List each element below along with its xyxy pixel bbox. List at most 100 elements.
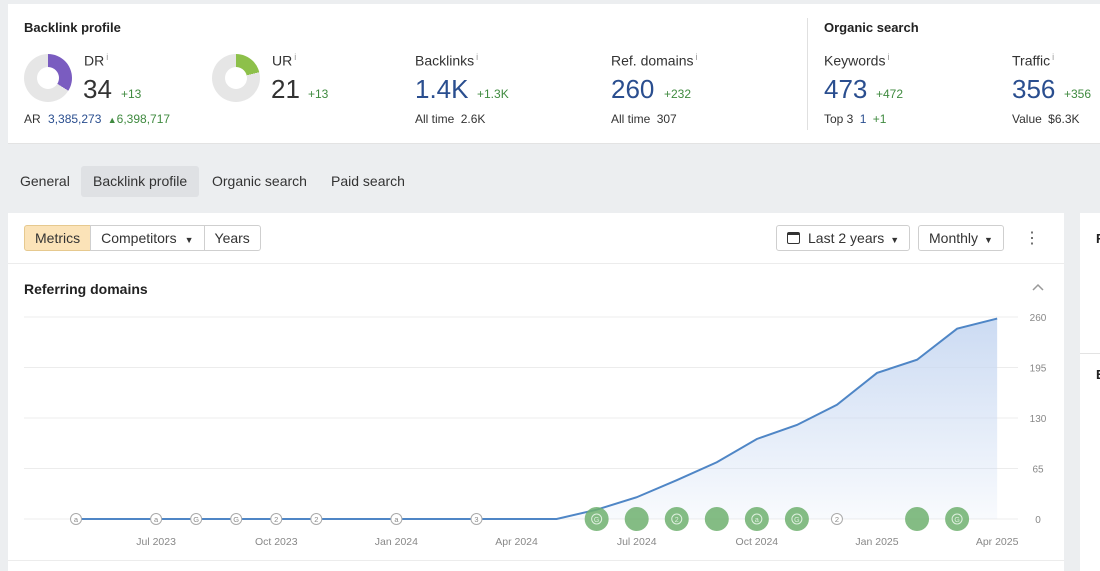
y-tick-label: 260 xyxy=(1030,313,1047,324)
date-range-dropdown[interactable]: Last 2 years ▼ xyxy=(776,225,911,251)
summary-panel: Backlink profile Organic search DR i 34 +… xyxy=(8,4,1100,144)
annotation-label: 2 xyxy=(314,515,318,524)
calendar-icon xyxy=(787,232,800,244)
annotation-label: a xyxy=(154,515,159,524)
annotation-label: G xyxy=(594,517,599,524)
y-tick-label: 65 xyxy=(1032,465,1044,476)
tab-organic-search[interactable]: Organic search xyxy=(212,173,307,189)
info-icon[interactable]: i xyxy=(294,52,297,62)
metrics-button[interactable]: Metrics xyxy=(24,225,92,251)
traffic-label[interactable]: Traffic i xyxy=(1012,52,1055,69)
info-icon[interactable]: i xyxy=(476,52,479,62)
annotation-marker xyxy=(945,507,970,531)
ar-value[interactable]: 3,385,273 xyxy=(48,112,102,126)
keywords-delta: +472 xyxy=(876,87,904,101)
annotation-marker-ring xyxy=(671,513,683,525)
annotation-marker xyxy=(230,513,243,525)
side-panel-title: F xyxy=(1096,231,1100,246)
annotation-label: 2 xyxy=(675,517,679,524)
x-tick-label: Jul 2023 xyxy=(136,536,176,548)
annotation-marker xyxy=(584,507,609,531)
keywords-value[interactable]: 473 xyxy=(824,74,868,104)
info-icon[interactable]: i xyxy=(887,52,890,62)
chart-title: Referring domains xyxy=(24,281,148,297)
divider xyxy=(1080,353,1100,354)
ref-domains-all-time: All time 307 xyxy=(611,112,677,126)
traffic-value[interactable]: 356 xyxy=(1012,74,1056,104)
annotation-label: 2 xyxy=(274,515,278,524)
annotation-marker-ring xyxy=(591,513,603,525)
info-icon[interactable]: i xyxy=(106,52,109,62)
annotation-label: a xyxy=(755,517,759,524)
backlinks-value[interactable]: 1.4K xyxy=(415,74,469,104)
divider xyxy=(8,560,1064,561)
info-icon[interactable]: i xyxy=(695,52,698,62)
backlink-profile-title: Backlink profile xyxy=(24,20,121,35)
annotation-label: 3 xyxy=(474,515,478,524)
x-tick-label: Apr 2025 xyxy=(976,536,1019,548)
annotation-label: 2 xyxy=(835,515,839,524)
divider xyxy=(8,263,1064,264)
x-tick-label: Jan 2024 xyxy=(375,536,418,548)
annotation-marker xyxy=(70,513,82,525)
annotation-marker xyxy=(150,513,163,525)
annotation-marker xyxy=(830,513,843,525)
ur-label[interactable]: UR i xyxy=(272,52,297,69)
chevron-down-icon: ▼ xyxy=(890,235,900,245)
chevron-up-icon[interactable] xyxy=(1030,279,1046,295)
info-icon[interactable]: i xyxy=(1052,52,1055,62)
tab-general[interactable]: General xyxy=(20,173,70,189)
ur-donut-chart xyxy=(212,54,260,102)
backlinks-label[interactable]: Backlinks i xyxy=(415,52,479,69)
years-button[interactable]: Years xyxy=(203,225,261,251)
series-line xyxy=(76,317,998,520)
y-tick-label: 0 xyxy=(1035,515,1041,526)
annotation-marker xyxy=(664,507,689,531)
ref-domains-value[interactable]: 260 xyxy=(611,74,655,104)
annotation-marker xyxy=(310,513,323,525)
tab-backlink-profile[interactable]: Backlink profile xyxy=(81,166,200,197)
annotation-marker xyxy=(704,507,729,531)
side-panel: F E xyxy=(1080,213,1100,571)
x-tick-label: Apr 2024 xyxy=(495,536,538,548)
annotation-marker xyxy=(624,507,649,531)
keywords-label[interactable]: Keywords i xyxy=(824,52,890,69)
traffic-delta: +356 xyxy=(1064,87,1092,101)
ref-domains-delta: +232 xyxy=(664,87,692,101)
dr-label[interactable]: DR i xyxy=(84,52,109,69)
ar-label: AR xyxy=(24,112,41,126)
ar-delta: ▲6,398,717 xyxy=(107,112,171,126)
chart-card: Metrics Competitors ▼ Years Last 2 years ▼… xyxy=(8,213,1064,571)
dr-delta: +13 xyxy=(121,87,142,101)
annotation-label: G xyxy=(954,517,959,524)
ur-value: 21 xyxy=(271,74,300,104)
ref-domains-label[interactable]: Ref. domains i xyxy=(611,52,698,69)
annotation-marker xyxy=(270,513,283,525)
series-area xyxy=(556,318,998,519)
chevron-down-icon: ▼ xyxy=(184,235,194,245)
annotation-label: G xyxy=(794,517,799,524)
view-toggle: Metrics Competitors ▼ Years xyxy=(24,225,261,251)
organic-search-title: Organic search xyxy=(824,20,919,35)
arrow-up-icon: ▲ xyxy=(107,115,117,125)
y-tick-label: 130 xyxy=(1030,414,1047,425)
tab-paid-search[interactable]: Paid search xyxy=(331,173,405,189)
annotation-marker-ring xyxy=(791,513,803,525)
annotation-marker xyxy=(390,513,403,525)
annotation-marker xyxy=(784,507,809,531)
competitors-button[interactable]: Competitors ▼ xyxy=(90,225,205,251)
side-panel-title: E xyxy=(1096,367,1100,382)
x-tick-label: Jan 2025 xyxy=(855,536,898,548)
more-vertical-icon[interactable]: ⋮ xyxy=(1024,230,1040,247)
annotation-marker-ring xyxy=(951,513,963,525)
ur-delta: +13 xyxy=(308,87,329,101)
keywords-top3: Top 3 1 +1 xyxy=(824,112,887,126)
annotation-label: a xyxy=(394,515,399,524)
backlinks-all-time: All time 2.6K xyxy=(415,112,486,126)
annotation-marker xyxy=(470,513,483,525)
y-tick-label: 195 xyxy=(1030,364,1047,375)
traffic-value-row: Value $6.3K xyxy=(1012,112,1080,126)
x-tick-label: Jul 2024 xyxy=(617,536,657,548)
chevron-down-icon: ▼ xyxy=(984,235,993,245)
interval-dropdown[interactable]: Monthly ▼ xyxy=(918,225,1004,251)
